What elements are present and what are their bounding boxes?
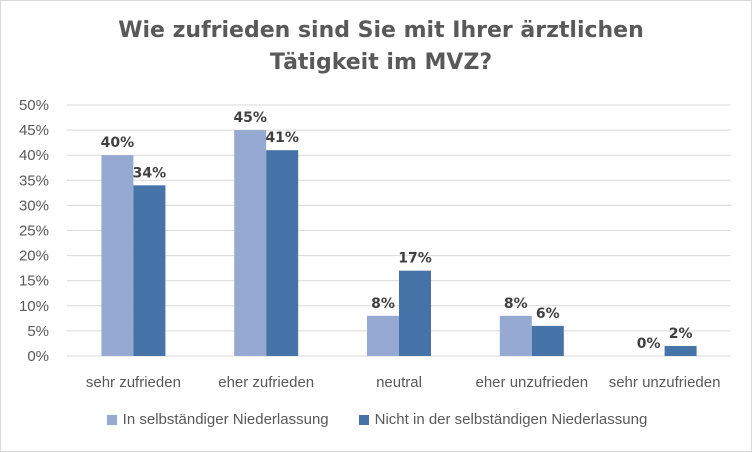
x-category-label: sehr zufrieden xyxy=(86,374,181,391)
data-label-series-1: 34% xyxy=(133,165,167,181)
bar-series-0 xyxy=(234,130,267,356)
data-label-series-0: 40% xyxy=(101,135,135,151)
legend: In selbständiger Niederlassung Nicht in … xyxy=(1,411,752,428)
y-tick-label: 30% xyxy=(19,197,49,214)
y-tick-label: 50% xyxy=(19,97,49,114)
y-tick-label: 25% xyxy=(19,223,49,240)
legend-swatch-series-0 xyxy=(106,414,117,425)
y-tick-label: 40% xyxy=(19,147,49,164)
y-tick-label: 35% xyxy=(19,172,49,189)
chart-title: Wie zufrieden sind Sie mit Ihrer ärztlic… xyxy=(118,18,644,75)
data-label-series-0: 8% xyxy=(504,296,528,312)
data-label-series-0: 0% xyxy=(637,336,661,352)
x-category-label: neutral xyxy=(376,374,422,391)
y-tick-label: 10% xyxy=(19,298,49,315)
x-category-label: eher unzufrieden xyxy=(476,374,589,391)
bar-series-0 xyxy=(367,315,399,356)
y-tick-label: 0% xyxy=(27,348,49,365)
bar-series-1 xyxy=(664,345,697,356)
legend-item-series-1: Nicht in der selbständigen Niederlassung xyxy=(358,411,648,428)
data-label-series-1: 6% xyxy=(536,306,560,322)
y-tick-label: 5% xyxy=(27,323,49,340)
legend-label-series-0: In selbständiger Niederlassung xyxy=(122,411,329,428)
bar-series-0 xyxy=(499,315,532,356)
data-label-series-0: 8% xyxy=(371,296,395,312)
legend-label-series-1: Nicht in der selbständigen Niederlassung xyxy=(374,411,648,428)
legend-swatch-series-1 xyxy=(358,414,369,425)
bar-series-1 xyxy=(531,325,564,356)
y-tick-label: 15% xyxy=(19,273,49,290)
data-label-series-1: 41% xyxy=(265,130,299,146)
data-label-series-1: 17% xyxy=(398,251,432,267)
bar-series-1 xyxy=(266,150,299,356)
y-tick-label: 20% xyxy=(19,248,49,265)
legend-item-series-0: In selbständiger Niederlassung xyxy=(106,411,329,428)
x-category-label: eher zufrieden xyxy=(218,374,314,391)
bar-series-1 xyxy=(133,185,166,356)
x-category-label: sehr unzufrieden xyxy=(609,374,721,391)
data-label-series-0: 45% xyxy=(233,110,267,126)
y-tick-label: 45% xyxy=(19,122,49,139)
data-label-series-1: 2% xyxy=(669,326,693,342)
bar-series-1 xyxy=(399,270,431,356)
bar-series-0 xyxy=(101,155,134,356)
